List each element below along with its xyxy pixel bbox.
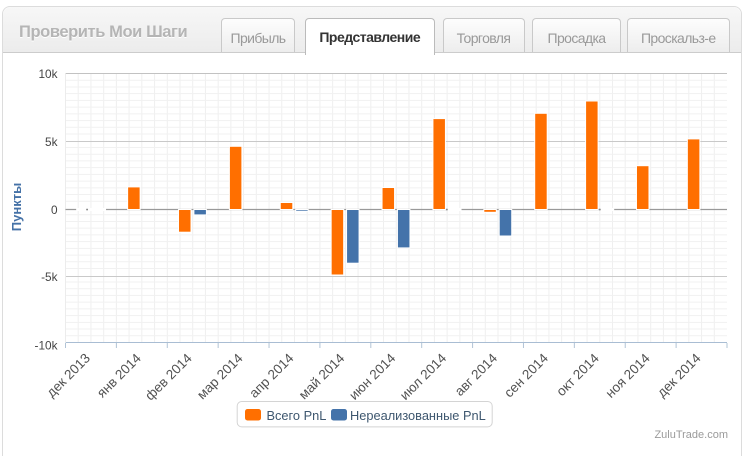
svg-text:июл 2014: июл 2014: [397, 350, 450, 403]
svg-text:5k: 5k: [45, 135, 58, 149]
svg-text:-10k: -10k: [35, 338, 58, 352]
svg-text:0: 0: [51, 203, 58, 217]
svg-text:Нереализованные PnL: Нереализованные PnL: [350, 408, 486, 423]
svg-text:фев 2014: фев 2014: [142, 350, 195, 403]
svg-text:май 2014: май 2014: [296, 350, 348, 402]
svg-text:дек 2013: дек 2013: [44, 351, 94, 401]
svg-text:10k: 10k: [38, 67, 57, 81]
svg-text:ZuluTrade.com: ZuluTrade.com: [654, 429, 728, 441]
svg-text:мар 2014: мар 2014: [194, 350, 246, 402]
svg-text:сен 2014: сен 2014: [501, 350, 551, 400]
svg-text:Пункты: Пункты: [9, 183, 24, 231]
svg-text:ноя 2014: ноя 2014: [603, 350, 654, 401]
svg-text:авг 2014: авг 2014: [452, 350, 501, 399]
svg-text:апр 2014: апр 2014: [246, 350, 297, 401]
svg-text:янв 2014: янв 2014: [94, 350, 144, 400]
svg-text:дек 2014: дек 2014: [654, 350, 704, 400]
svg-text:окт 2014: окт 2014: [553, 350, 602, 399]
svg-text:Всего PnL: Всего PnL: [267, 408, 327, 423]
svg-text:-5k: -5k: [41, 270, 57, 284]
svg-text:июн 2014: июн 2014: [346, 350, 399, 403]
